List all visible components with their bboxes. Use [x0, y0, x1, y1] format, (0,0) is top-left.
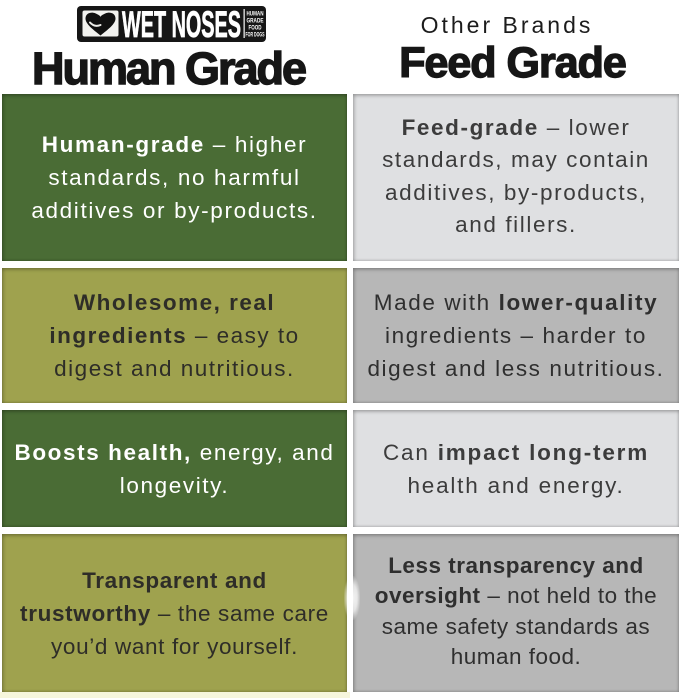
svg-text:GRADE: GRADE — [247, 18, 264, 25]
svg-text:HUMAN: HUMAN — [247, 11, 264, 18]
svg-text:FOOD: FOOD — [249, 25, 262, 32]
svg-text:FOR DOGS: FOR DOGS — [246, 32, 265, 39]
svg-text:WET NOSES: WET NOSES — [122, 4, 241, 45]
